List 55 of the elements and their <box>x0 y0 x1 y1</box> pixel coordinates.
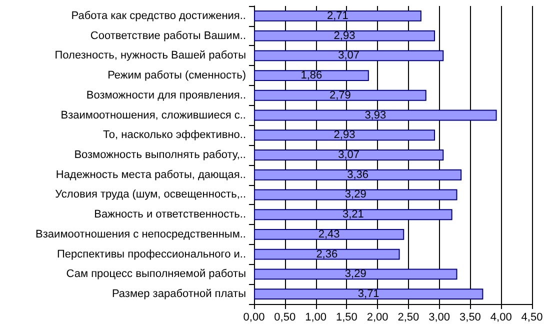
data-label: 3,07 <box>338 149 360 161</box>
y-tick-label: Работа как средство достижения.. <box>71 10 246 22</box>
x-tick-label: 0,50 <box>274 312 296 324</box>
bar <box>254 30 436 42</box>
y-tick-label: Возможности для проявления.. <box>86 89 246 102</box>
y-tick-label: Условия труда (шум, освещенность,.. <box>55 188 246 201</box>
bar <box>254 209 452 220</box>
x-tick-label: 4,50 <box>521 312 543 324</box>
x-tick-label: 2,50 <box>398 312 420 324</box>
data-label: 2,93 <box>334 30 356 42</box>
y-tick-label: Надежность места работы, дающая.. <box>56 168 246 181</box>
bar <box>254 268 458 280</box>
bar <box>254 110 497 121</box>
bar <box>254 50 444 62</box>
x-tick-label: 4,00 <box>490 312 512 324</box>
x-tick-label: 1,00 <box>305 312 326 324</box>
bar <box>254 288 484 300</box>
y-tick-label: Сам процесс выполняемой работы <box>66 268 246 280</box>
y-tick-label: Взаимоотношения с непосредственным.. <box>36 228 246 240</box>
x-tick-label: 3,00 <box>428 312 450 324</box>
data-label: 3,93 <box>364 109 386 122</box>
x-tick-label: 2,00 <box>366 312 388 324</box>
data-label: 2,93 <box>334 129 356 142</box>
bar <box>254 10 422 22</box>
data-label: 3,71 <box>358 288 380 300</box>
data-label: 3,36 <box>347 168 368 181</box>
data-label: 1,86 <box>300 70 322 82</box>
bar <box>254 90 426 101</box>
bar <box>254 169 462 180</box>
data-label: 2,79 <box>329 89 351 102</box>
data-label: 3,29 <box>344 188 366 201</box>
y-tick-label: Взаимоотношения, сложившиеся с.. <box>60 109 246 122</box>
data-label: 2,71 <box>327 10 348 22</box>
bar <box>254 70 369 81</box>
y-tick-label: Перспективы профессионального и.. <box>57 248 246 260</box>
bar <box>254 130 436 141</box>
x-tick-label: 0,00 <box>243 312 265 324</box>
y-tick-label: Размер заработной платы <box>112 288 246 300</box>
x-tick-label: 3,50 <box>460 312 481 324</box>
data-label: 3,29 <box>344 268 366 280</box>
data-label: 3,07 <box>338 50 360 62</box>
data-label: 3,21 <box>342 208 364 221</box>
data-label: 2,43 <box>318 228 340 240</box>
bar <box>254 229 404 240</box>
y-tick-label: Соответствие работы Вашим.. <box>90 30 246 42</box>
y-tick-label: Полезность, нужность Вашей работы <box>54 50 246 62</box>
bar <box>254 248 400 260</box>
y-tick-label: Режим работы (сменность) <box>108 70 246 82</box>
y-tick-label: Важность и ответственность.. <box>94 208 246 221</box>
y-tick-label: То, насколько эффективно.. <box>103 129 246 142</box>
bar <box>254 189 458 200</box>
data-label: 2,36 <box>316 248 338 260</box>
y-tick-label: Возможность выполнять работу,.. <box>74 149 246 161</box>
bar <box>254 150 444 160</box>
x-tick-label: 1,50 <box>336 312 358 324</box>
